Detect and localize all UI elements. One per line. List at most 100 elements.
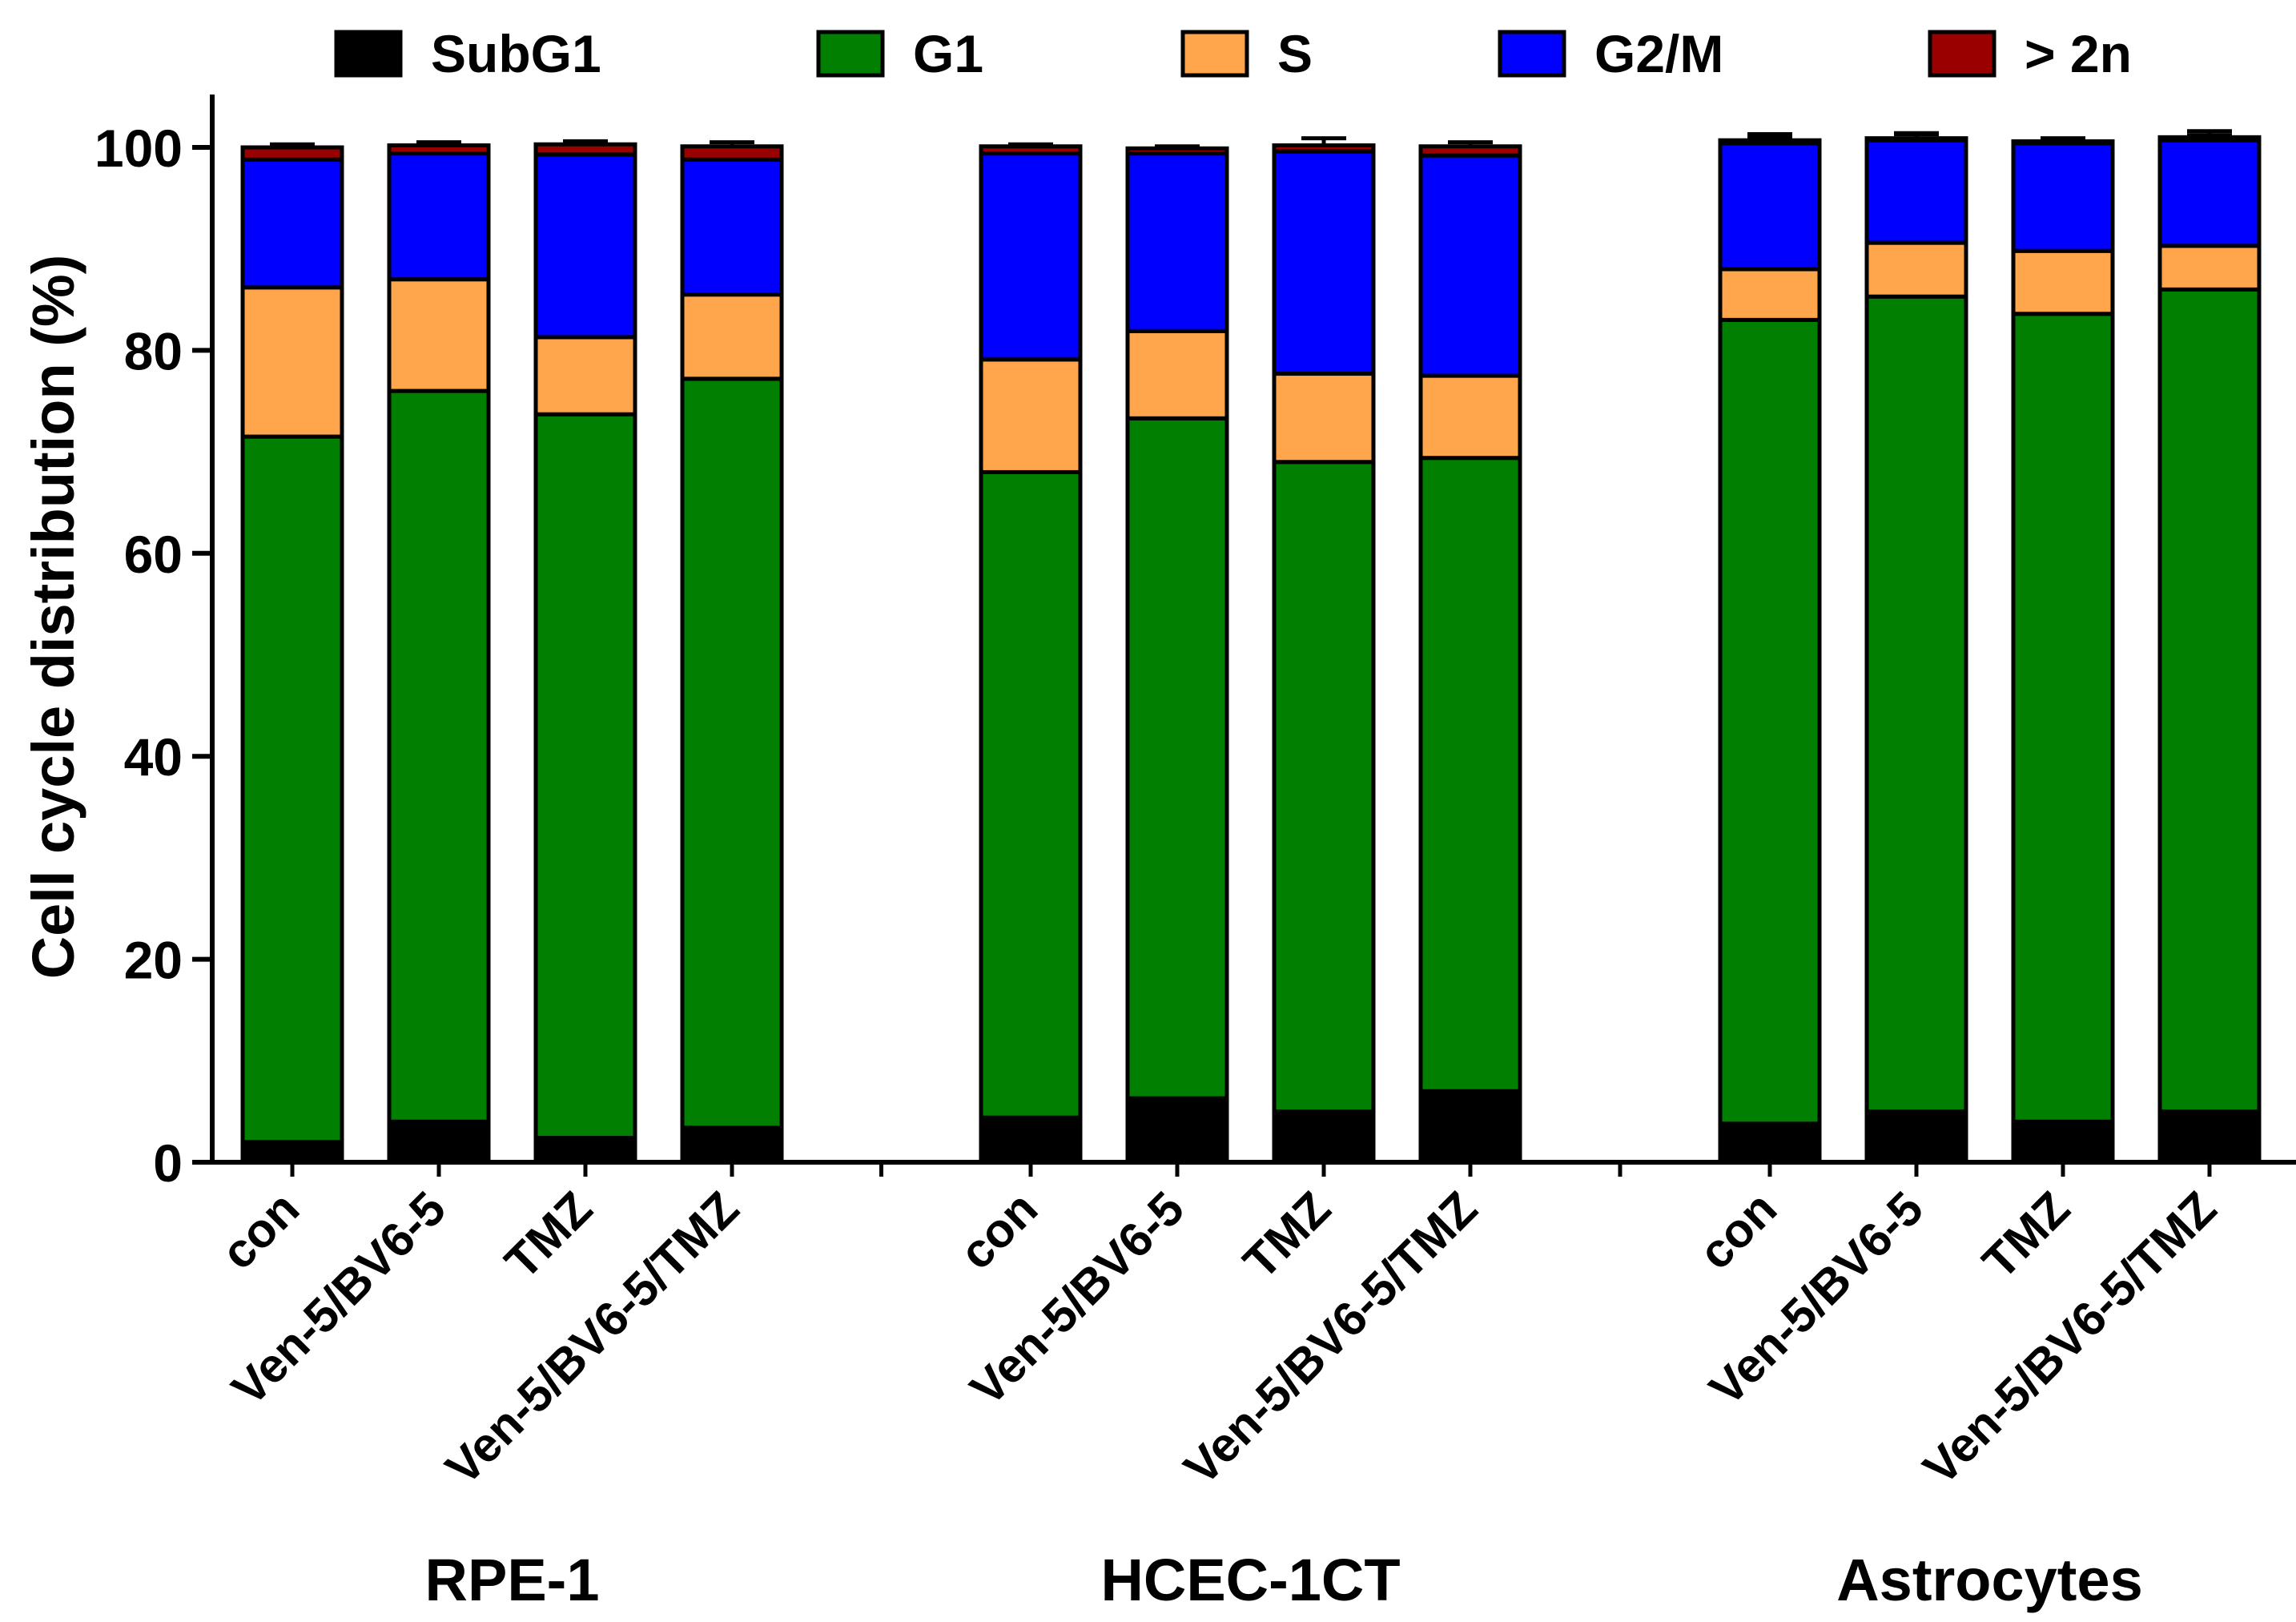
bar-astrocytes-tmz — [2011, 136, 2115, 1165]
bar-hcec-1ct-ven-5-bv6-5 — [1125, 144, 1229, 1165]
legend-label-subg1: SubG1 — [431, 24, 601, 83]
y-axis-title: Cell cycle distribution (%) — [20, 255, 86, 980]
segment-subg1 — [1418, 1089, 1522, 1165]
axes — [210, 95, 2296, 1165]
segment-g1 — [387, 388, 491, 1124]
segment-s — [1864, 240, 1968, 299]
segment-subg1 — [387, 1119, 491, 1165]
segment-g2-m — [1864, 138, 1968, 245]
segment-g2-m — [1272, 149, 1376, 376]
y-tick-label: 0 — [153, 1133, 183, 1193]
segment-g1 — [240, 434, 344, 1145]
segment-subg1 — [1864, 1109, 1968, 1165]
segment-g2-m — [387, 151, 491, 282]
bar-hcec-1ct-con — [979, 142, 1083, 1165]
legend-label-2n: > 2n — [2025, 24, 2132, 83]
segment-g2-m — [533, 152, 637, 340]
segment-2n — [979, 144, 1083, 156]
segment-g1 — [1864, 294, 1968, 1114]
y-tick-label: 40 — [124, 727, 183, 787]
segment-s — [1125, 328, 1229, 421]
bar-hcec-1ct-tmz — [1272, 136, 1376, 1165]
legend-swatch-g2-m — [1498, 30, 1566, 78]
segment-g1 — [2011, 312, 2115, 1124]
segment-subg1 — [533, 1136, 637, 1165]
segment-2n — [1272, 143, 1376, 154]
segment-g2-m — [979, 151, 1083, 362]
segment-s — [240, 285, 344, 439]
x-category-label: con — [949, 1181, 1047, 1280]
bar-rpe-1-tmz — [533, 139, 637, 1165]
segment-g2-m — [1418, 153, 1522, 378]
bar-rpe-1-ven-5-bv6-5 — [387, 140, 491, 1165]
bar-astrocytes-con — [1718, 132, 1822, 1165]
bar-hcec-1ct-ven-5-bv6-5-tmz — [1418, 140, 1522, 1165]
segment-s — [1272, 372, 1376, 465]
segment-subg1 — [1272, 1109, 1376, 1165]
segment-2n — [680, 144, 784, 162]
bar-rpe-1-con — [240, 142, 344, 1165]
segment-2n — [2157, 135, 2262, 143]
segment-g2-m — [2011, 141, 2115, 253]
segment-g1 — [1718, 317, 1822, 1126]
segment-2n — [1125, 146, 1229, 156]
group-label-hcec-1ct: HCEC-1CT — [1100, 1547, 1400, 1613]
legend-label-g1: G1 — [913, 24, 983, 83]
x-category-label: TMZ — [495, 1181, 603, 1290]
y-tick-label: 80 — [124, 321, 183, 380]
segment-g2-m — [2157, 138, 2262, 248]
segment-subg1 — [2011, 1119, 2115, 1165]
segment-2n — [387, 143, 491, 156]
legend-label-g2-m: G2/M — [1594, 24, 1723, 83]
segment-g2-m — [1125, 151, 1229, 333]
segment-g2-m — [1718, 141, 1822, 272]
segment-2n — [1864, 136, 1968, 143]
bar-rpe-1-ven-5-bv6-5-tmz — [680, 140, 784, 1165]
legend-swatch-subg1 — [334, 30, 403, 78]
segment-g1 — [1418, 456, 1522, 1093]
segment-g1 — [1125, 416, 1229, 1101]
segment-2n — [1418, 144, 1522, 158]
y-tick-label: 20 — [124, 931, 183, 990]
segment-g1 — [533, 412, 637, 1141]
segment-subg1 — [1718, 1121, 1822, 1165]
segment-g2-m — [240, 157, 344, 290]
segment-2n — [240, 145, 344, 162]
segment-s — [1718, 267, 1822, 322]
segment-subg1 — [2157, 1109, 2262, 1165]
segment-s — [2011, 248, 2115, 316]
x-category-label: TMZ — [1972, 1181, 2081, 1290]
segment-g2-m — [680, 157, 784, 297]
y-tick-label: 60 — [124, 525, 183, 584]
segment-g1 — [979, 469, 1083, 1120]
y-tick-label: 100 — [94, 119, 183, 178]
segment-s — [533, 335, 637, 417]
bar-astrocytes-ven-5-bv6-5 — [1864, 131, 1968, 1165]
segment-s — [979, 357, 1083, 474]
bars-layer — [240, 129, 2262, 1165]
legend-label-s: S — [1277, 24, 1313, 83]
group-label-rpe-1: RPE-1 — [425, 1547, 600, 1613]
legend-swatch-s — [1180, 30, 1249, 78]
x-category-label: con — [1688, 1181, 1787, 1280]
segment-g1 — [680, 376, 784, 1130]
legend-swatch-2n — [1928, 30, 1996, 78]
y-ticks: 0 20 40 60 80 100 — [94, 119, 212, 1193]
bar-astrocytes-ven-5-bv6-5-tmz — [2157, 129, 2262, 1165]
legend-swatch-g1 — [816, 30, 885, 78]
legend: SubG1 G1 S G2/M > 2n — [334, 24, 2132, 83]
segment-s — [387, 277, 491, 393]
segment-subg1 — [240, 1140, 344, 1165]
segment-g1 — [2157, 287, 2262, 1114]
segment-g1 — [1272, 460, 1376, 1114]
segment-subg1 — [1125, 1096, 1229, 1165]
segment-2n — [533, 142, 637, 157]
x-category-label: TMZ — [1233, 1181, 1341, 1290]
segment-subg1 — [979, 1115, 1083, 1165]
segment-s — [2157, 244, 2262, 292]
segment-s — [1418, 373, 1522, 461]
segment-s — [680, 292, 784, 381]
x-category-label: con — [211, 1181, 309, 1280]
